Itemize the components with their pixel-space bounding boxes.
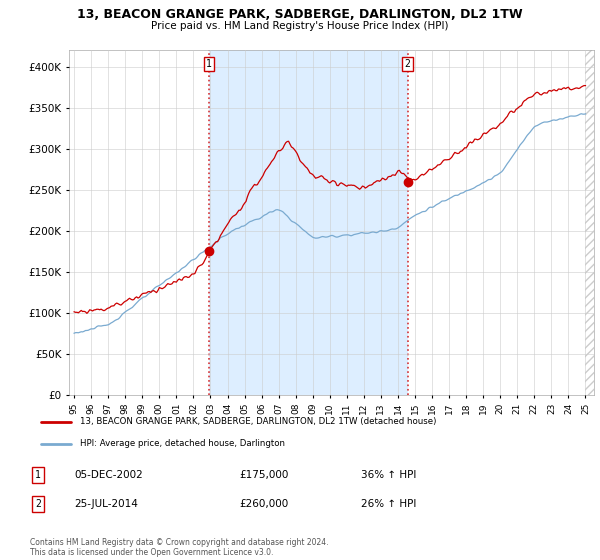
Text: 36% ↑ HPI: 36% ↑ HPI xyxy=(361,470,416,480)
Text: Contains HM Land Registry data © Crown copyright and database right 2024.
This d: Contains HM Land Registry data © Crown c… xyxy=(30,538,329,557)
Text: 1: 1 xyxy=(206,59,212,69)
Text: 25-JUL-2014: 25-JUL-2014 xyxy=(74,500,138,510)
Text: £175,000: £175,000 xyxy=(240,470,289,480)
Text: 05-DEC-2002: 05-DEC-2002 xyxy=(74,470,143,480)
Bar xyxy=(586,50,594,395)
Text: 13, BEACON GRANGE PARK, SADBERGE, DARLINGTON, DL2 1TW: 13, BEACON GRANGE PARK, SADBERGE, DARLIN… xyxy=(77,8,523,21)
Text: 2: 2 xyxy=(404,59,410,69)
Text: 13, BEACON GRANGE PARK, SADBERGE, DARLINGTON, DL2 1TW (detached house): 13, BEACON GRANGE PARK, SADBERGE, DARLIN… xyxy=(80,417,436,426)
Text: 2: 2 xyxy=(35,500,41,510)
Text: Price paid vs. HM Land Registry's House Price Index (HPI): Price paid vs. HM Land Registry's House … xyxy=(151,21,449,31)
Text: HPI: Average price, detached house, Darlington: HPI: Average price, detached house, Darl… xyxy=(80,439,284,448)
Text: 26% ↑ HPI: 26% ↑ HPI xyxy=(361,500,416,510)
Text: £260,000: £260,000 xyxy=(240,500,289,510)
Bar xyxy=(209,50,407,395)
Text: 1: 1 xyxy=(35,470,41,480)
